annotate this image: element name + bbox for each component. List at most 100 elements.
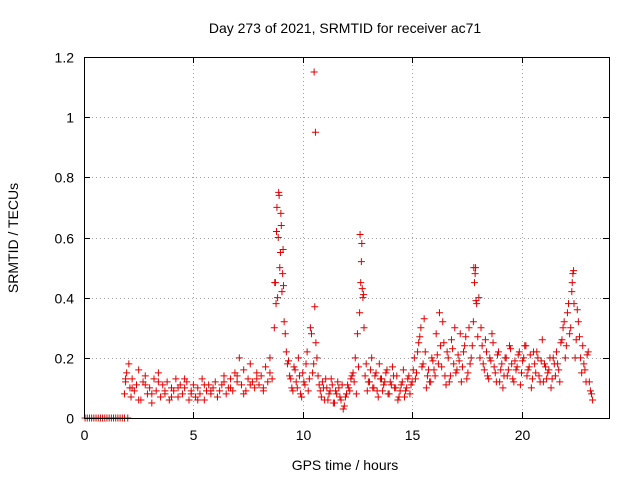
data-point (421, 348, 429, 356)
data-point (282, 348, 290, 356)
data-point (485, 375, 493, 383)
data-point (455, 357, 463, 365)
data-point (442, 381, 450, 389)
data-point (489, 339, 497, 347)
data-point (356, 230, 364, 238)
data-point (568, 279, 576, 287)
data-point (417, 324, 425, 332)
data-point (255, 381, 263, 389)
data-point (318, 378, 326, 386)
data-point (588, 390, 595, 398)
data-point (135, 396, 143, 404)
data-point (135, 366, 143, 374)
x-tick-label: 20 (515, 427, 531, 443)
data-point (168, 393, 175, 401)
data-point (233, 378, 241, 386)
data-point (438, 363, 446, 371)
data-point (240, 390, 248, 398)
data-point (220, 372, 228, 380)
x-tick-labels: 0 5 10 15 20 (81, 427, 531, 443)
data-point (423, 372, 431, 380)
data-point (440, 339, 448, 347)
data-point (194, 384, 202, 392)
y-tick-label: 1.2 (55, 50, 75, 66)
data-point (520, 354, 528, 362)
data-point (146, 384, 154, 392)
data-point (580, 360, 588, 368)
data-point (487, 357, 495, 365)
data-point (172, 375, 180, 383)
data-point (432, 330, 440, 338)
y-tick-label: 0.6 (55, 231, 75, 247)
data-point (569, 270, 577, 278)
data-point (360, 291, 368, 299)
data-point (557, 339, 565, 347)
data-point (497, 366, 505, 374)
data-point (396, 387, 404, 395)
data-point (407, 381, 415, 389)
data-point (457, 378, 465, 386)
data-point (465, 324, 473, 332)
x-tick-label: 0 (81, 427, 89, 443)
data-point (128, 384, 136, 392)
data-point (405, 372, 413, 380)
data-point (294, 354, 302, 362)
data-point (535, 372, 543, 380)
data-point (283, 360, 291, 368)
data-point (122, 375, 130, 383)
data-point (498, 360, 506, 368)
data-point (365, 378, 373, 386)
data-point (420, 315, 428, 323)
data-point (274, 294, 282, 302)
data-point (264, 378, 272, 386)
chart-title: Day 273 of 2021, SRMTID for receiver ac7… (209, 20, 482, 36)
data-point (514, 351, 522, 359)
data-point (367, 366, 375, 374)
data-point (341, 393, 349, 401)
data-point (382, 369, 390, 377)
data-point (185, 396, 193, 404)
data-point (435, 309, 443, 317)
x-axis-label: GPS time / hours (292, 457, 399, 473)
data-point (159, 381, 167, 389)
data-point (499, 384, 507, 392)
data-point (216, 387, 224, 395)
data-point (570, 267, 578, 275)
data-point (161, 387, 169, 395)
data-point (415, 339, 423, 347)
data-point (344, 381, 352, 389)
data-point (174, 393, 182, 401)
data-point (279, 270, 287, 278)
data-point (285, 357, 293, 365)
data-point (490, 363, 498, 371)
data-point (246, 360, 254, 368)
data-point (524, 366, 532, 374)
data-point (280, 318, 288, 326)
data-point (479, 360, 487, 368)
y-tick-labels: 0 0.2 0.4 0.6 0.8 1 1.2 (55, 50, 75, 427)
data-point (542, 363, 550, 371)
data-point (152, 387, 160, 395)
data-point (549, 354, 557, 362)
data-point (123, 369, 131, 377)
data-point (353, 330, 361, 338)
y-tick-label: 0.4 (55, 291, 75, 307)
data-point (220, 378, 228, 386)
data-point (568, 288, 576, 296)
data-point (157, 393, 165, 401)
data-point (571, 354, 579, 362)
data-point (322, 375, 330, 383)
data-point (582, 378, 590, 386)
x-tick-label: 15 (405, 427, 421, 443)
data-point (399, 366, 407, 374)
data-point (404, 375, 412, 383)
data-point (387, 381, 395, 389)
data-point (530, 348, 538, 356)
data-point (316, 387, 324, 395)
data-point (276, 264, 284, 272)
data-point (555, 366, 563, 374)
data-point (469, 318, 477, 326)
data-point (547, 384, 555, 392)
data-point (337, 396, 345, 404)
data-point (360, 324, 368, 332)
